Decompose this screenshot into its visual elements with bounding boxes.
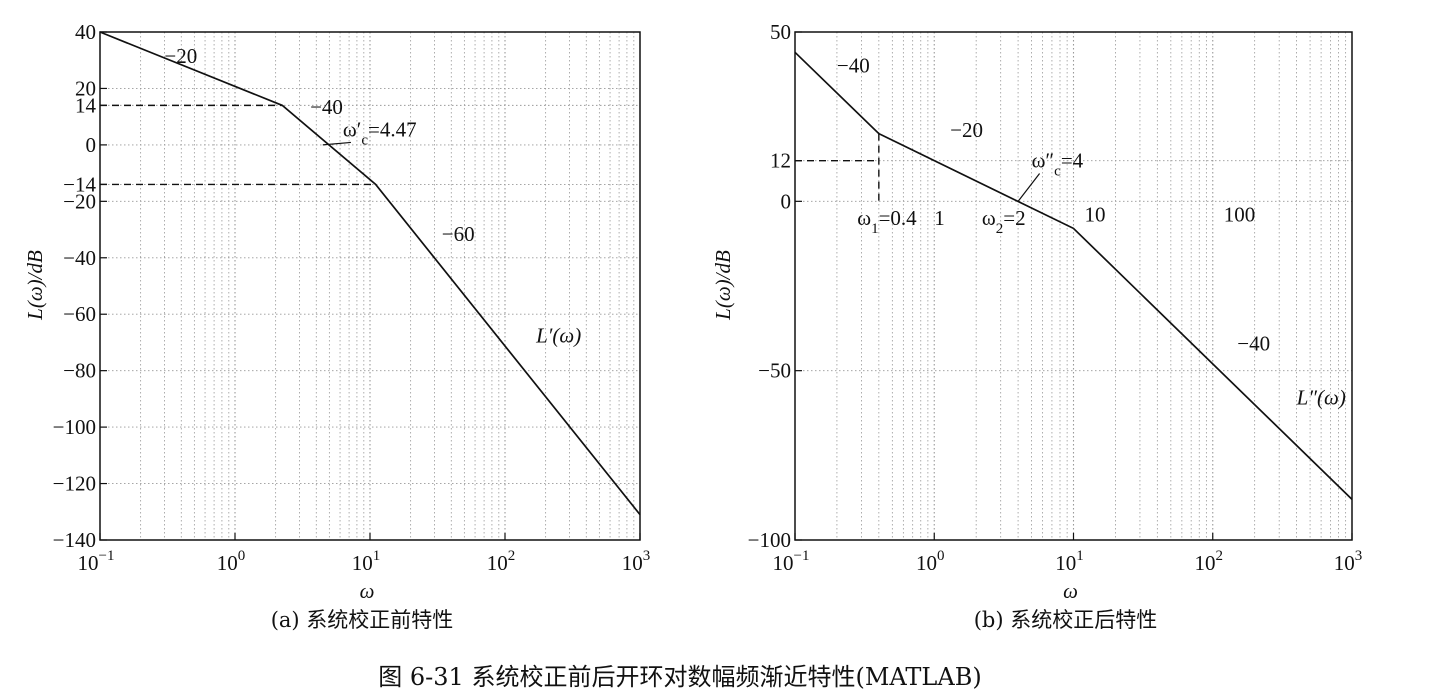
annotation-label: −20 xyxy=(950,118,983,142)
y-tick-label: 40 xyxy=(75,20,96,44)
x-tick-label: 101 xyxy=(1055,548,1084,575)
x-tick-exp: 1 xyxy=(373,548,381,564)
x-tick-exp: 3 xyxy=(1355,548,1363,564)
annotation-label: L″(ω) xyxy=(1296,386,1346,410)
x-tick-base: 10 xyxy=(352,551,373,575)
x-tick-base: 10 xyxy=(217,551,238,575)
x-tick-exp: −1 xyxy=(99,548,115,564)
figure-caption: 图 6-31 系统校正前后开环对数幅频渐近特性(MATLAB) xyxy=(378,663,981,691)
x-tick-label: 10−1 xyxy=(773,548,810,575)
x-axis-label: ω xyxy=(360,579,375,603)
x-tick-exp: −1 xyxy=(794,548,810,564)
grid xyxy=(100,32,640,540)
annotation-label: ω2=2 xyxy=(982,206,1026,237)
x-tick-label: 102 xyxy=(1195,548,1224,575)
x-tick-base: 10 xyxy=(773,551,794,575)
chart-subtitle: (a) 系统校正前特性 xyxy=(271,608,454,632)
series-line xyxy=(794,51,1353,501)
x-tick-base: 10 xyxy=(916,551,937,575)
y-tick-label: −100 xyxy=(748,528,791,552)
y-tick-label: −100 xyxy=(53,415,96,439)
x-tick-exp: 0 xyxy=(238,548,246,564)
y-tick-label: −40 xyxy=(63,246,96,270)
annotation-label: −40 xyxy=(837,54,870,78)
annotation-label: ω1=0.4 xyxy=(857,206,917,237)
annotation-pointer xyxy=(1017,173,1041,202)
y-tick-label: 0 xyxy=(86,133,97,157)
y-tick-label: 14 xyxy=(75,93,97,117)
x-tick-base: 10 xyxy=(1195,551,1216,575)
x-tick-base: 10 xyxy=(1055,551,1076,575)
y-axis-label: L(ω)/dB xyxy=(23,250,47,321)
x-tick-base: 10 xyxy=(622,551,643,575)
y-tick-label: 50 xyxy=(770,20,791,44)
annotation-label: −60 xyxy=(442,222,475,246)
x-tick-base: 10 xyxy=(487,551,508,575)
chart-subtitle: (b) 系统校正后特性 xyxy=(974,608,1158,632)
y-tick-label: 20 xyxy=(75,76,96,100)
annotation-label: −20 xyxy=(164,44,197,68)
y-tick-label: −60 xyxy=(63,302,96,326)
x-tick-label: 100 xyxy=(916,548,945,575)
annotation-label: −40 xyxy=(1237,331,1270,355)
x-tick-base: 10 xyxy=(78,551,99,575)
y-tick-label: −20 xyxy=(63,189,96,213)
y-tick-label: 12 xyxy=(770,149,791,173)
x-tick-label: 103 xyxy=(1334,548,1363,575)
y-tick-label: −80 xyxy=(63,359,96,383)
annotation-label: L′(ω) xyxy=(535,323,581,347)
x-tick-exp: 2 xyxy=(1216,548,1224,564)
y-tick-label: −120 xyxy=(53,472,96,496)
x-tick-base: 10 xyxy=(1334,551,1355,575)
annotation-label: 10 xyxy=(1085,203,1106,227)
annotation-label: ω′c=4.47 xyxy=(343,117,417,148)
x-tick-label: 102 xyxy=(487,548,516,575)
x-tick-exp: 2 xyxy=(508,548,516,564)
x-tick-label: 101 xyxy=(352,548,381,575)
x-axis-label: ω xyxy=(1063,579,1078,603)
grid xyxy=(795,32,1352,540)
x-tick-exp: 0 xyxy=(937,548,945,564)
annotation-label: −40 xyxy=(310,95,343,119)
x-tick-label: 100 xyxy=(217,548,246,575)
y-tick-label: 0 xyxy=(781,189,792,213)
y-tick-label: −50 xyxy=(758,359,791,383)
x-tick-label: 103 xyxy=(622,548,651,575)
x-tick-exp: 3 xyxy=(643,548,651,564)
y-tick-label: −14 xyxy=(63,172,96,196)
annotation-label: 1 xyxy=(934,206,945,230)
annotation-pointer xyxy=(322,141,351,146)
y-tick-label: −140 xyxy=(53,528,96,552)
annotation-label: ω″c=4 xyxy=(1032,148,1084,179)
x-tick-exp: 1 xyxy=(1076,548,1084,564)
annotation-label: 100 xyxy=(1224,203,1256,227)
y-axis-label: L(ω)/dB xyxy=(711,250,735,321)
x-tick-label: 10−1 xyxy=(78,548,115,575)
